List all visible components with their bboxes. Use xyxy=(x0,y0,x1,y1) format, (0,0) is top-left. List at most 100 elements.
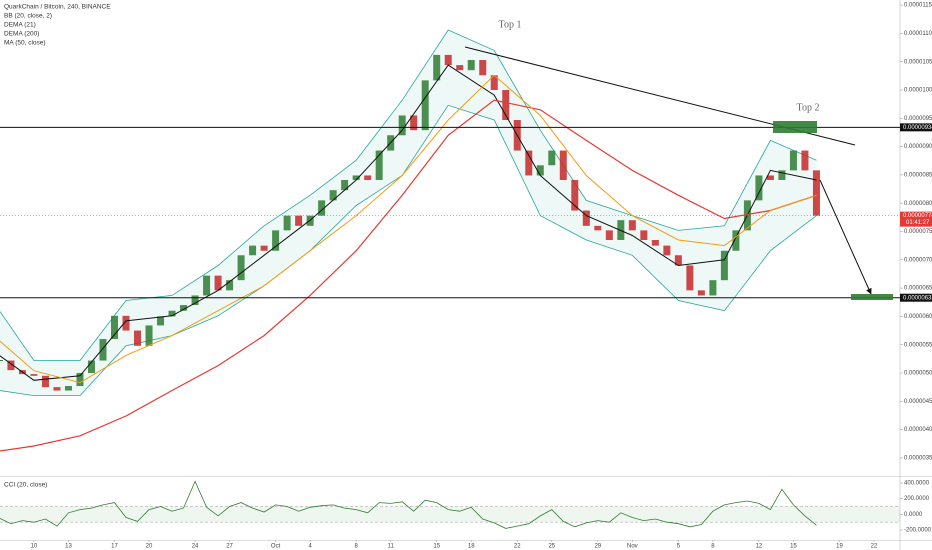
indicator-line xyxy=(0,64,817,381)
cci-band xyxy=(0,506,900,523)
candle xyxy=(122,315,130,331)
x-tick-label: 4 xyxy=(308,544,312,550)
candle xyxy=(456,65,464,71)
candle xyxy=(272,230,280,251)
candle xyxy=(168,310,176,317)
legend-entry: BB (20, close, 2) xyxy=(4,13,52,20)
candle xyxy=(295,215,303,226)
candle xyxy=(594,225,602,231)
candle xyxy=(191,295,199,306)
candle xyxy=(467,59,475,71)
top-zone xyxy=(773,121,817,133)
candle xyxy=(686,265,694,291)
x-tick-label: 25 xyxy=(548,544,555,550)
x-tick-label: 20 xyxy=(146,544,153,550)
x-tick-label: 11 xyxy=(388,544,395,550)
candle xyxy=(260,245,268,251)
cci-pane xyxy=(0,480,900,529)
candle xyxy=(766,175,774,180)
candle xyxy=(444,54,452,66)
candle xyxy=(214,275,222,291)
candle xyxy=(801,150,809,171)
candle xyxy=(341,179,349,191)
candle xyxy=(582,210,590,226)
x-tick-label: 15 xyxy=(433,544,440,550)
x-tick-label: 22 xyxy=(514,544,521,550)
x-tick-label: 22 xyxy=(871,544,878,550)
candle xyxy=(732,230,740,251)
x-tick-label: 5 xyxy=(677,544,681,550)
x-tick-label: 17 xyxy=(111,544,118,550)
candle xyxy=(605,230,613,240)
legend-entry: MA (50, close) xyxy=(4,40,46,47)
arrow xyxy=(819,179,872,295)
candle xyxy=(110,315,118,340)
candle xyxy=(559,150,567,180)
cci-tick-label: 0.0000 xyxy=(904,512,923,518)
candle xyxy=(180,305,188,311)
candle xyxy=(203,275,211,296)
x-tick-label: 13 xyxy=(65,544,72,550)
cci-legend: CCI (20, close) xyxy=(4,482,47,489)
x-tick-label: 8 xyxy=(354,544,358,550)
indicator-line xyxy=(0,74,817,384)
candle xyxy=(352,175,360,180)
candle xyxy=(502,89,510,120)
chart-title: QuarkChain / Bitcoin, 240, BINANCE xyxy=(4,4,111,11)
candle xyxy=(663,245,671,256)
candle xyxy=(318,200,326,216)
x-tick-label: 8 xyxy=(711,544,715,550)
candle xyxy=(364,175,372,180)
candle xyxy=(134,330,142,346)
x-tick-label: 29 xyxy=(594,544,601,550)
candle xyxy=(237,255,245,281)
x-tick-label: 15 xyxy=(790,544,797,550)
candle xyxy=(249,245,257,256)
candle xyxy=(674,255,682,266)
candle xyxy=(778,170,786,180)
candle xyxy=(145,325,153,346)
candle xyxy=(548,150,556,166)
candle xyxy=(398,115,406,136)
legend: QuarkChain / Bitcoin, 240, BINANCE BB (2… xyxy=(4,4,111,489)
candle xyxy=(571,179,579,211)
candle xyxy=(525,150,533,176)
y-tick-label: 0.00000350 xyxy=(904,455,932,461)
candle xyxy=(709,280,717,296)
candle xyxy=(329,190,337,201)
x-tick-label: Nov xyxy=(627,544,638,550)
candle xyxy=(755,175,763,201)
candle xyxy=(64,386,72,391)
x-tick-label: Oct xyxy=(271,544,281,550)
countdown: 01:41:27 xyxy=(906,220,930,226)
candle xyxy=(99,339,107,361)
candle xyxy=(490,75,498,90)
x-tick-label: 12 xyxy=(756,544,763,550)
candle xyxy=(628,220,636,231)
candle xyxy=(283,215,291,231)
x-tick-label: 18 xyxy=(468,544,475,550)
x-tick-label: 19 xyxy=(836,544,843,550)
bb-upper xyxy=(0,29,817,361)
level-label: 0.00000934 xyxy=(903,125,932,131)
bb-fill xyxy=(0,30,817,396)
candle xyxy=(87,360,95,373)
candle xyxy=(433,54,441,81)
annotation: Top 2 xyxy=(797,102,820,113)
candle xyxy=(410,115,418,131)
candle xyxy=(697,290,705,296)
cci-tick-label: 400.0000 xyxy=(904,481,930,487)
